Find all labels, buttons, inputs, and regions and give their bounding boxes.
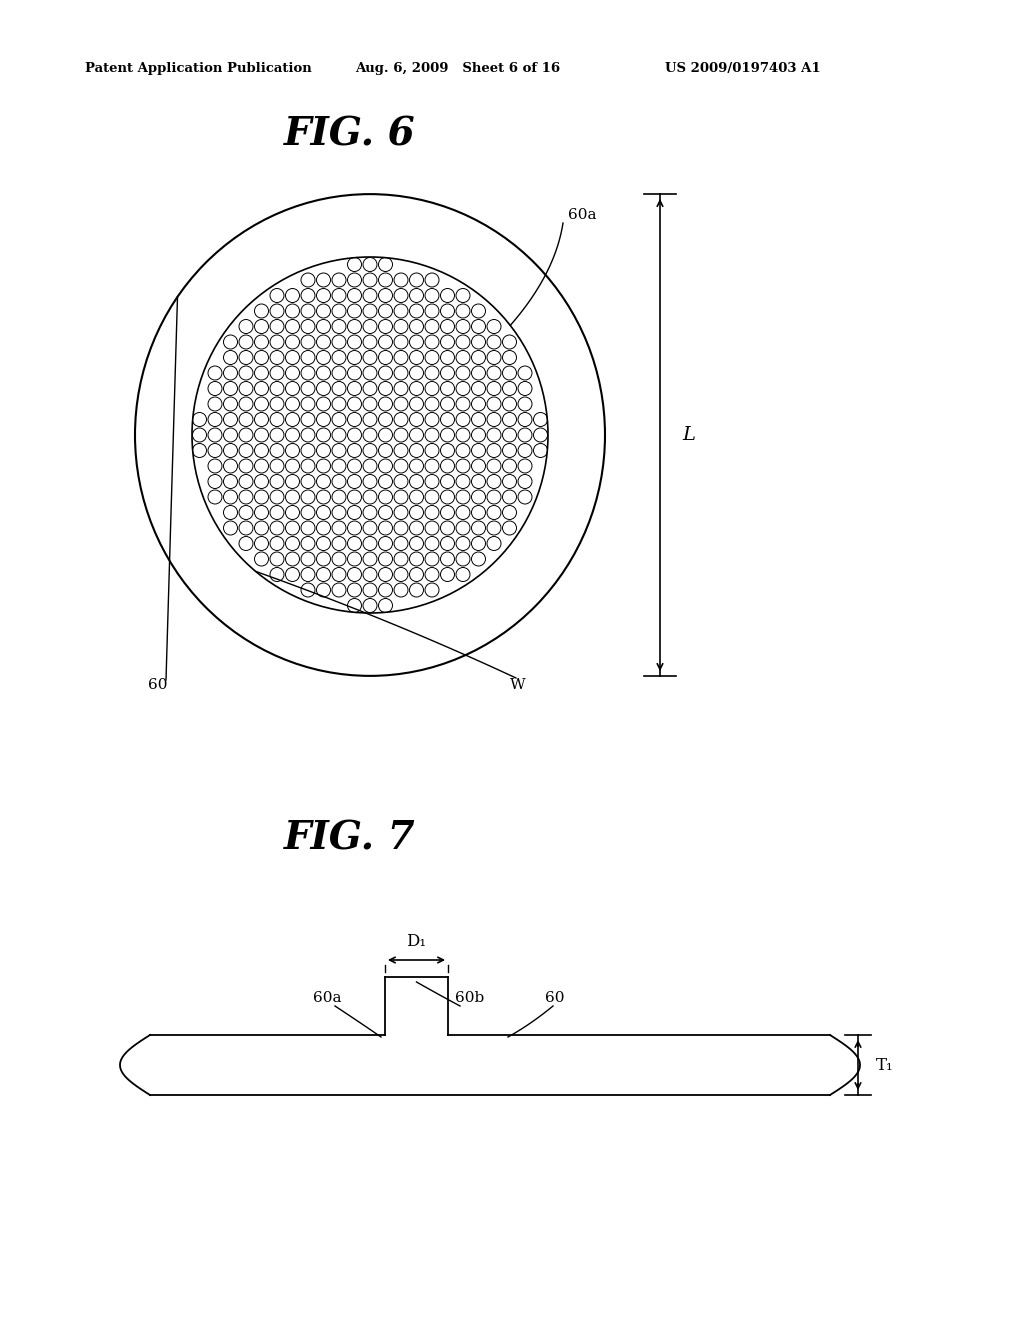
Bar bbox=[449, 1035, 830, 1096]
Text: US 2009/0197403 A1: US 2009/0197403 A1 bbox=[665, 62, 820, 75]
Text: FIG. 6: FIG. 6 bbox=[285, 115, 416, 153]
Text: D₁: D₁ bbox=[407, 933, 427, 950]
Text: Aug. 6, 2009   Sheet 6 of 16: Aug. 6, 2009 Sheet 6 of 16 bbox=[355, 62, 560, 75]
Bar bbox=[385, 977, 449, 1035]
Text: 60: 60 bbox=[148, 678, 168, 692]
Text: 60a: 60a bbox=[313, 991, 341, 1005]
Text: FIG. 7: FIG. 7 bbox=[285, 820, 416, 858]
Text: 60b: 60b bbox=[455, 991, 484, 1005]
Text: T₁: T₁ bbox=[876, 1056, 894, 1073]
Text: 60: 60 bbox=[545, 991, 564, 1005]
Text: 60a: 60a bbox=[568, 209, 597, 222]
Text: L: L bbox=[682, 426, 695, 444]
Text: W: W bbox=[510, 678, 525, 692]
Bar bbox=[150, 1035, 385, 1096]
Text: Patent Application Publication: Patent Application Publication bbox=[85, 62, 311, 75]
